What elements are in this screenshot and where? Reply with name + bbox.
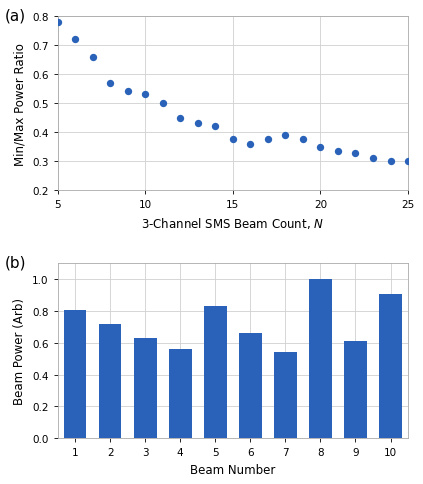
Point (317, 144, 324, 151)
Bar (309, 280, 332, 438)
Bar (204, 307, 227, 438)
Point (194, 121, 201, 128)
Point (370, 155, 376, 163)
Point (405, 158, 412, 166)
Point (89, 54, 96, 61)
Y-axis label: Beam Power (Arb): Beam Power (Arb) (14, 298, 26, 405)
Point (177, 115, 184, 122)
Bar (379, 294, 402, 438)
Point (71, 36, 78, 44)
Point (229, 136, 236, 144)
Point (107, 80, 113, 88)
Bar (274, 353, 297, 438)
X-axis label: Beam Number: Beam Number (190, 463, 275, 476)
Y-axis label: Min/Max Power Ratio: Min/Max Power Ratio (14, 43, 26, 165)
Bar (134, 338, 157, 438)
Text: (a): (a) (5, 8, 26, 23)
Bar (99, 324, 121, 438)
Point (54, 19, 61, 27)
Text: (b): (b) (5, 255, 26, 270)
Point (299, 136, 306, 144)
Point (335, 148, 341, 156)
Point (264, 136, 271, 144)
Bar (169, 349, 192, 438)
Bar (239, 333, 262, 438)
Point (212, 123, 219, 131)
Point (282, 132, 289, 140)
Bar (63, 310, 86, 438)
Point (159, 100, 166, 108)
Point (352, 150, 359, 157)
Point (387, 158, 394, 166)
X-axis label: 3-Channel SMS Beam Count, $N$: 3-Channel SMS Beam Count, $N$ (141, 215, 324, 230)
Bar (344, 342, 367, 438)
Point (142, 91, 148, 99)
Point (124, 89, 131, 96)
Point (247, 141, 254, 149)
